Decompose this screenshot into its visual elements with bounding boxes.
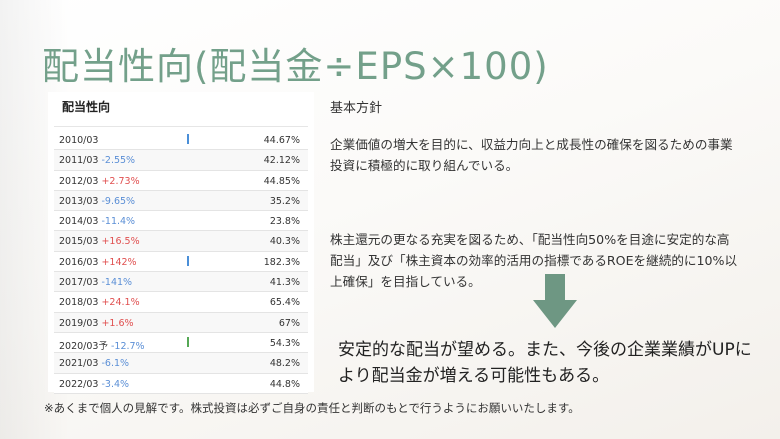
- row-indicator-bar: [187, 336, 189, 347]
- row-value: 65.4%: [269, 297, 300, 309]
- row-value: 42.12%: [263, 155, 300, 167]
- row-change: +2.73%: [101, 175, 140, 187]
- row-year-label: 2017/03: [59, 277, 99, 289]
- row-year-label: 2018/03: [59, 297, 99, 309]
- disclaimer-text: ※あくまで個人の見解です。株式投資は必ずご自身の責任と判断のもとで行うようにお願…: [44, 401, 580, 415]
- row-change: -2.55%: [101, 155, 136, 167]
- table-row: 2011/03 -2.55% 42.12%: [54, 150, 308, 171]
- row-year: 2020/03予 -12.7%: [59, 338, 145, 352]
- row-indicator-bar: [187, 134, 189, 144]
- row-change: +142%: [101, 256, 137, 268]
- row-value: 67%: [278, 317, 300, 329]
- table-row: 2018/03 +24.1% 65.4%: [54, 292, 308, 313]
- row-value: 182.3%: [263, 256, 300, 268]
- row-year-label: 2010/03: [59, 135, 99, 146]
- row-year-label: 2019/03: [59, 317, 99, 329]
- row-year: 2011/03 -2.55%: [59, 155, 135, 166]
- row-year: 2013/03 -9.65%: [59, 196, 135, 207]
- row-year-label: 2013/03: [59, 195, 99, 207]
- row-value: 48.2%: [269, 358, 300, 370]
- row-change: -6.1%: [101, 358, 130, 370]
- policy-paragraph-2: 株主還元の更なる充実を図るため、「配当性向50%を目途に安定的な高配当」及び「株…: [330, 232, 738, 289]
- row-year: 2019/03 +1.6%: [59, 318, 134, 329]
- row-value: 54.3%: [269, 337, 300, 349]
- conclusion-text: 安定的な配当が望める。また、今後の企業業績がUPにより配当金が増える可能性もある…: [338, 340, 752, 386]
- row-indicator-bar: [187, 255, 189, 266]
- row-value: 23.8%: [269, 216, 300, 228]
- row-change: -12.7%: [110, 340, 145, 352]
- row-value: 44.67%: [263, 135, 300, 146]
- down-arrow-icon: [533, 274, 577, 328]
- table-row: 2014/03 -11.4% 23.8%: [54, 211, 308, 232]
- row-change: -9.65%: [101, 195, 136, 207]
- row-value: 44.85%: [263, 175, 300, 187]
- row-year-label: 2021/03: [59, 358, 99, 370]
- row-year: 2012/03 +2.73%: [59, 176, 140, 187]
- row-year: 2021/03 -6.1%: [59, 358, 129, 369]
- row-year-label: 2022/03: [59, 378, 99, 390]
- row-year: 2018/03 +24.1%: [59, 297, 140, 308]
- row-value: 40.3%: [269, 236, 300, 248]
- row-value: 35.2%: [269, 195, 300, 207]
- slide-title: 配当性向(配当金÷EPS×100): [42, 45, 549, 88]
- row-change: +1.6%: [101, 317, 134, 329]
- row-year: 2015/03 +16.5%: [59, 236, 140, 247]
- row-year: 2010/03: [59, 135, 98, 146]
- table-divider: [54, 126, 308, 127]
- row-year-label: 2016/03: [59, 256, 99, 268]
- row-value: 44.8%: [269, 378, 300, 390]
- row-year: 2014/03 -11.4%: [59, 216, 135, 227]
- table-row: 2020/03予 -12.7% 54.3%: [54, 332, 308, 354]
- table-row: 2013/03 -9.65% 35.2%: [54, 190, 308, 212]
- row-change: +24.1%: [101, 297, 140, 309]
- row-year-label: 2015/03: [59, 236, 99, 248]
- table-title: 配当性向: [62, 100, 111, 114]
- policy-heading: 基本方針: [330, 101, 383, 116]
- policy-paragraph-1: 企業価値の増大を目的に、収益力向上と成長性の確保を図るための事業投資に積極的に取…: [330, 137, 733, 173]
- row-value: 41.3%: [269, 277, 300, 289]
- row-year-label: 2011/03: [59, 155, 99, 167]
- row-year-label: 2014/03: [59, 216, 99, 228]
- table-rows: 2010/03 44.67% 2011/03 -2.55% 42.12% 2012/03 +…: [54, 130, 308, 394]
- row-change: -3.4%: [101, 378, 130, 390]
- table-row: 2019/03 +1.6% 67%: [54, 312, 308, 333]
- table-row: 2017/03 -141% 41.3%: [54, 272, 308, 293]
- dividend-payout-table: 配当性向 2010/03 44.67% 2011/03 -2.55% 42.12% 201…: [48, 92, 314, 394]
- row-change: -141%: [101, 277, 133, 289]
- row-year: 2017/03 -141%: [59, 277, 132, 288]
- table-row: 2021/03 -6.1% 48.2%: [54, 353, 308, 374]
- table-row: 2015/03 +16.5% 40.3%: [54, 231, 308, 252]
- row-year: 2022/03 -3.4%: [59, 379, 129, 390]
- row-year: 2016/03 +142%: [59, 257, 137, 268]
- table-row: 2022/03 -3.4% 44.8%: [54, 373, 308, 394]
- table-row: 2016/03 +142% 182.3%: [54, 251, 308, 273]
- row-change: +16.5%: [101, 236, 140, 248]
- row-change: -11.4%: [101, 216, 136, 228]
- table-row: 2010/03 44.67%: [54, 130, 308, 151]
- table-row: 2012/03 +2.73% 44.85%: [54, 170, 308, 191]
- row-year-label: 2012/03: [59, 175, 99, 187]
- row-year-label: 2020/03予: [59, 340, 108, 352]
